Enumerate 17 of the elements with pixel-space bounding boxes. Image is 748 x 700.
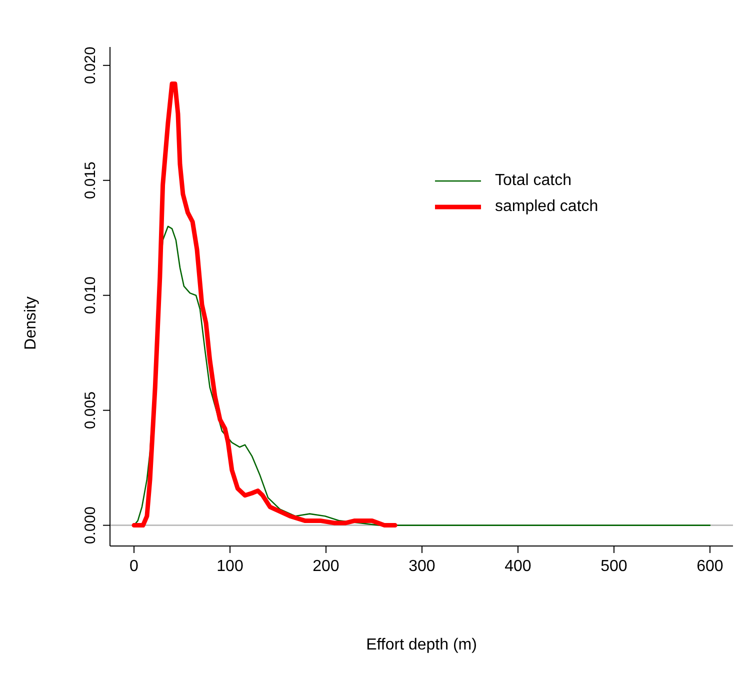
legend-label: Total catch xyxy=(495,172,572,190)
x-tick-label: 200 xyxy=(312,558,340,575)
line-series xyxy=(132,82,398,528)
x-axis-title: Effort depth (m) xyxy=(366,636,477,654)
y-tick-label: 0.000 xyxy=(82,506,99,544)
x-tick-label: 400 xyxy=(504,558,532,575)
y-tick-label: 0.010 xyxy=(82,276,99,314)
x-tick-label: 600 xyxy=(696,558,724,575)
x-tick-label: 100 xyxy=(216,558,244,575)
y-tick-label: 0.020 xyxy=(82,46,99,84)
y-axis-title: Density xyxy=(22,296,40,350)
x-tick-label: 0 xyxy=(130,558,139,575)
x-tick-label: 300 xyxy=(408,558,436,575)
x-tick-label: 500 xyxy=(600,558,628,575)
y-tick-label: 0.015 xyxy=(82,162,99,200)
legend-label: sampled catch xyxy=(495,198,598,216)
y-tick-label: 0.005 xyxy=(82,392,99,430)
